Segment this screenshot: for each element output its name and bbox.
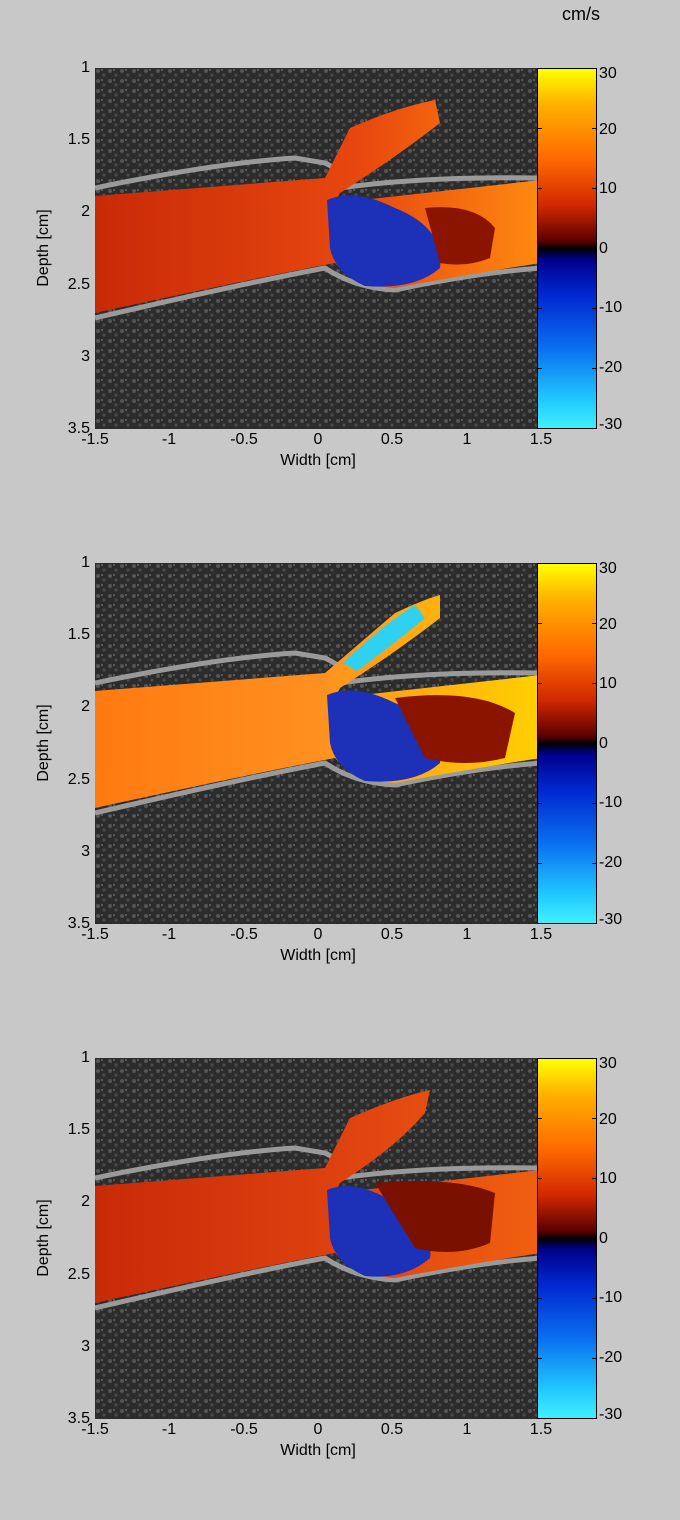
colorbar-tick-label: -20 [599,1349,623,1366]
x-tick-label: 0.5 [380,431,404,448]
x-tick-label: -0.5 [230,431,258,448]
colorbar-tick-label: 20 [599,1111,617,1128]
x-tick-label: 1.5 [529,926,553,943]
y-axis-title: Depth [cm] [35,1199,52,1277]
colorbar-unit: cm/s [562,4,600,24]
x-tick-label: -1.5 [81,431,109,448]
ultrasound-image [95,68,541,429]
x-tick-label: 0 [313,431,323,448]
ultrasound-image [95,1058,541,1419]
x-tick-label: 1 [462,1421,472,1438]
colorbar: 30 20 10 0 -10 -20 -30 [537,65,622,433]
y-tick-label: 3 [81,1338,90,1355]
x-tick-label: -1.5 [81,1421,109,1438]
y-tick-label: 3 [81,843,90,860]
ultrasound-image [95,563,541,924]
colorbar-tick-label: 30 [599,65,617,82]
colorbar-tick-label: 0 [599,735,608,752]
doppler-panel-3: 1 1.5 2 2.5 3 3.5 Depth [cm] -1.5 -1 -0.… [0,990,680,1460]
y-tick-label: 2 [81,698,90,715]
x-axis-title: Width [cm] [280,947,356,964]
y-tick-label: 1.5 [67,1121,90,1138]
colorbar-tick-label: -10 [599,299,623,316]
colorbar-tick-label: 10 [599,1170,617,1187]
colorbar-tick-label: -20 [599,854,623,871]
y-tick-label: 1 [81,1049,90,1066]
y-tick-label: 1.5 [67,626,90,643]
colorbar-tick-label: 0 [599,240,608,257]
y-tick-label: 2 [81,1193,90,1210]
x-tick-label: 1.5 [529,1421,553,1438]
y-tick-label: 3.5 [67,420,90,437]
colorbar-tick-label: 10 [599,675,617,692]
colorbar-gradient [537,1058,597,1419]
y-tick-label: 3 [81,348,90,365]
doppler-panel-2: 1 1.5 2 2.5 3 3.5 Depth [cm] -1.5 -1 -0.… [0,495,680,965]
y-tick-label: 3.5 [67,915,90,932]
colorbar-tick-label: -30 [599,1406,623,1423]
colorbar-tick-label: -30 [599,911,623,928]
y-tick-label: 2.5 [67,1266,90,1283]
y-axis-title: Depth [cm] [35,704,52,782]
colorbar: 30 20 10 0 -10 -20 -30 [537,1055,622,1423]
y-tick-label: 3.5 [67,1410,90,1427]
y-axis-title: Depth [cm] [35,209,52,287]
x-tick-label: -1 [161,1421,177,1438]
x-tick-label: 1 [462,926,472,943]
colorbar-tick-label: 30 [599,560,617,577]
colorbar-tick-label: 0 [599,1230,608,1247]
x-tick-label: -1.5 [81,926,109,943]
x-tick-label: 0 [313,1421,323,1438]
x-tick-label: -0.5 [230,926,258,943]
y-tick-label: 1.5 [67,131,90,148]
y-tick-label: 2 [81,203,90,220]
y-tick-label: 1 [81,59,90,76]
colorbar-tick-label: 20 [599,616,617,633]
x-axis-title: Width [cm] [280,452,356,469]
colorbar-tick-label: 20 [599,121,617,138]
x-tick-label: -1 [161,431,177,448]
x-tick-label: 0.5 [380,1421,404,1438]
y-tick-label: 2.5 [67,276,90,293]
x-tick-label: 0 [313,926,323,943]
doppler-panel-1: 1 1.5 2 2.5 3 3.5 Depth [cm] -1.5 -1 -0.… [0,0,680,470]
y-tick-label: 2.5 [67,771,90,788]
colorbar-gradient [537,563,597,924]
colorbar-tick-label: 10 [599,180,617,197]
colorbar-tick-label: 30 [599,1055,617,1072]
x-tick-label: 0.5 [380,926,404,943]
x-tick-label: 1 [462,431,472,448]
x-tick-label: -0.5 [230,1421,258,1438]
y-tick-label: 1 [81,554,90,571]
colorbar-tick-label: -20 [599,359,623,376]
colorbar-tick-label: -10 [599,1289,623,1306]
colorbar-tick-label: -30 [599,416,623,433]
x-axis-title: Width [cm] [280,1442,356,1459]
colorbar-tick-label: -10 [599,794,623,811]
colorbar: 30 20 10 0 -10 -20 -30 [537,560,622,928]
x-tick-label: 1.5 [529,431,553,448]
x-tick-label: -1 [161,926,177,943]
